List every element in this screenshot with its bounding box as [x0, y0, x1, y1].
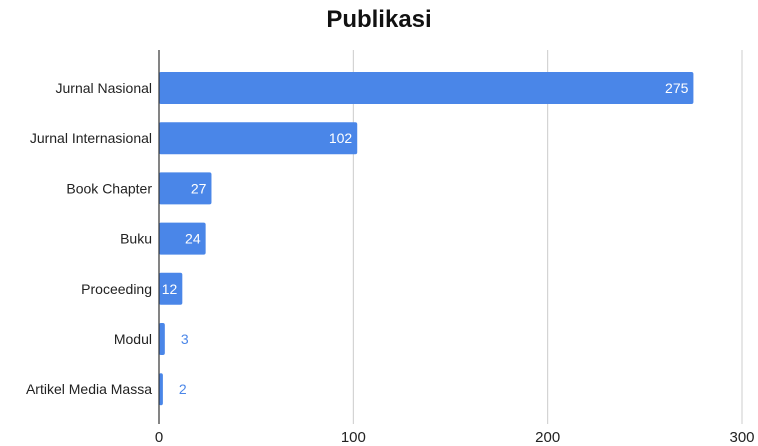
label-layer: Jurnal Nasional 275 Jurnal Internasional 10… [26, 80, 689, 397]
bar-proceeding [159, 272, 183, 305]
data-label: 3 [181, 331, 189, 347]
x-tick-label: 300 [729, 429, 754, 446]
bar-buku [159, 222, 206, 255]
category-label: Proceeding [81, 281, 152, 297]
bar-artikel-media-massa [159, 373, 163, 406]
category-label: Jurnal Internasional [30, 130, 152, 146]
bar-book-chapter [159, 172, 212, 205]
data-label: 12 [162, 281, 178, 297]
x-tick-label: 0 [155, 429, 163, 446]
bar-jurnal-nasional [159, 72, 694, 104]
data-label: 27 [191, 180, 207, 196]
data-label: 2 [179, 381, 187, 397]
category-label: Buku [120, 231, 152, 247]
data-label: 275 [665, 80, 689, 96]
grid-layer [352, 50, 743, 424]
x-tick-label: 100 [341, 429, 366, 446]
category-label: Artikel Media Massa [26, 381, 152, 397]
chart-title: Publikasi [326, 6, 432, 33]
data-label: 102 [329, 130, 353, 146]
category-label: Jurnal Nasional [56, 80, 153, 96]
data-label: 24 [185, 231, 201, 247]
bar-modul [159, 323, 165, 355]
category-label: Book Chapter [66, 180, 152, 196]
bar-layer [159, 72, 694, 406]
bar-jurnal-internasional [159, 122, 358, 155]
category-label: Modul [114, 331, 152, 347]
x-tick-label: 200 [535, 429, 560, 446]
axis-layer: 0 100 200 300 [155, 50, 755, 446]
